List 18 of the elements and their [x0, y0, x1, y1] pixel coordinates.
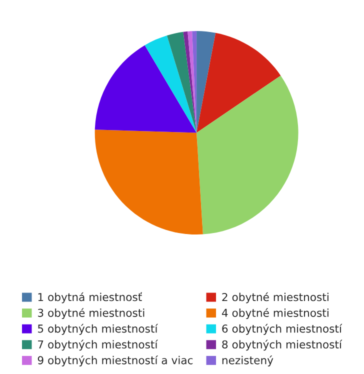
- pie-slice: [144, 35, 197, 133]
- legend-label: 9 obytných miestností a viac: [38, 356, 193, 366]
- pie-slice: [94, 45, 197, 133]
- pie-slice: [196, 32, 281, 133]
- legend-label: 3 obytné miestnosti: [38, 308, 144, 320]
- pie-slice: [196, 76, 298, 234]
- legend-label: nezistený: [222, 356, 274, 366]
- legend-label: 5 obytných miestností: [38, 324, 158, 335]
- pie-slice: [94, 130, 203, 234]
- pie-slice: [166, 32, 197, 133]
- legend-label: 7 obytných miestností: [38, 340, 158, 351]
- legend-label: 8 obytných miestností: [222, 340, 342, 351]
- legend-label: 1 obytná miestnosť: [38, 292, 142, 304]
- pie-slice: [183, 31, 197, 133]
- pie-slice: [196, 31, 216, 133]
- legend-label: 6 obytných miestností: [222, 324, 342, 335]
- legend-label: 4 obytné miestnosti: [222, 308, 328, 320]
- legend-label: 2 obytné miestnosti: [222, 292, 328, 304]
